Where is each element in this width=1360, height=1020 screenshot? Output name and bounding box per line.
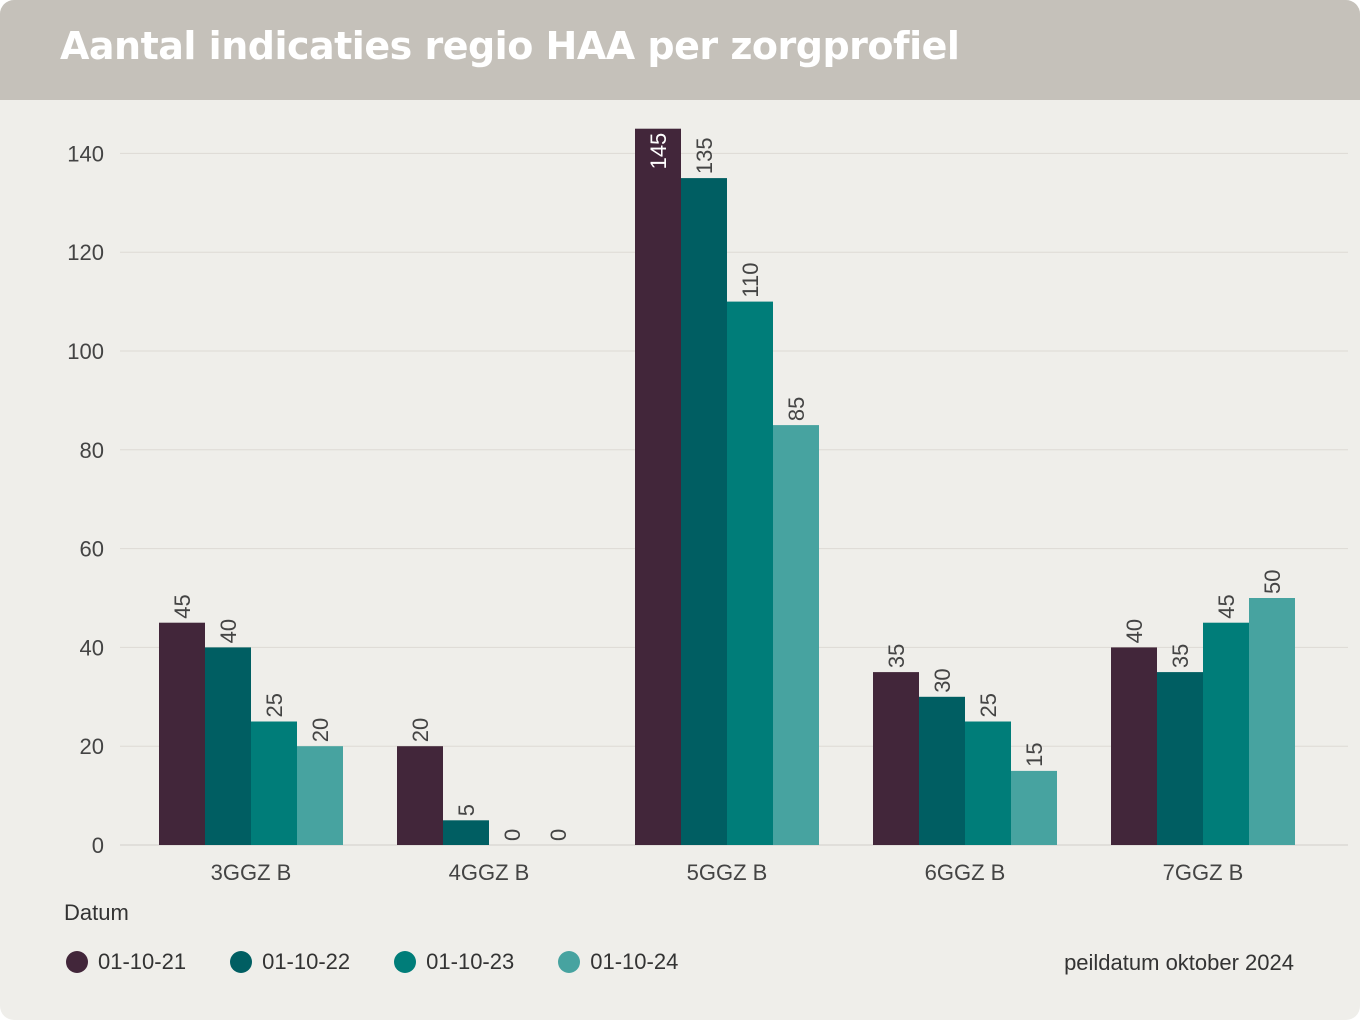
bar bbox=[1011, 770, 1057, 845]
bar bbox=[443, 820, 489, 845]
data-label: 20 bbox=[308, 718, 333, 742]
bar bbox=[919, 696, 965, 845]
y-tick-label: 80 bbox=[80, 438, 104, 463]
x-axis-ticks: 3GGZ B 4GGZ B 5GGZ B 6GGZ B 7GGZ B bbox=[211, 860, 1244, 885]
legend-label: 01-10-24 bbox=[590, 949, 679, 974]
data-label: 5 bbox=[454, 804, 479, 816]
y-tick-label: 0 bbox=[92, 833, 104, 858]
y-tick-label: 20 bbox=[80, 734, 104, 759]
x-tick-label: 7GGZ B bbox=[1163, 860, 1244, 885]
data-label: 85 bbox=[784, 397, 809, 421]
bar bbox=[635, 128, 681, 845]
bar bbox=[251, 721, 297, 845]
data-label: 35 bbox=[1168, 644, 1193, 668]
data-label: 0 bbox=[546, 829, 571, 841]
bar bbox=[1203, 622, 1249, 845]
y-tick-label: 100 bbox=[67, 339, 104, 364]
x-tick-label: 4GGZ B bbox=[449, 860, 530, 885]
bar bbox=[297, 746, 343, 845]
data-label: 25 bbox=[262, 693, 287, 717]
data-label: 20 bbox=[408, 718, 433, 742]
bar bbox=[1111, 647, 1157, 845]
x-tick-label: 6GGZ B bbox=[925, 860, 1006, 885]
bar bbox=[159, 622, 205, 845]
bar bbox=[773, 425, 819, 845]
legend-item: 01-10-24 bbox=[558, 949, 678, 975]
data-label: 110 bbox=[738, 263, 763, 298]
data-label: 50 bbox=[1260, 570, 1285, 594]
x-tick-label: 3GGZ B bbox=[211, 860, 292, 885]
bar bbox=[1157, 672, 1203, 845]
y-tick-label: 60 bbox=[80, 537, 104, 562]
bar bbox=[873, 672, 919, 845]
data-label: 135 bbox=[692, 137, 717, 174]
legend-swatch bbox=[230, 951, 253, 973]
legend-label: 01-10-21 bbox=[98, 949, 187, 974]
data-label: 30 bbox=[930, 668, 955, 692]
data-label: 45 bbox=[1214, 594, 1239, 618]
legend-swatch bbox=[66, 951, 88, 973]
header-bar: Aantal indicaties regio HAA per zorgprof… bbox=[0, 0, 1360, 100]
legend-label: 01-10-22 bbox=[262, 949, 351, 974]
bars bbox=[159, 128, 1295, 846]
data-label: 145 bbox=[646, 133, 671, 170]
bar bbox=[965, 721, 1011, 845]
legend-label: 01-10-23 bbox=[426, 949, 515, 974]
legend-item: 01-10-23 bbox=[394, 949, 514, 975]
legend-item: 01-10-21 bbox=[66, 949, 186, 975]
data-label: 0 bbox=[500, 829, 525, 841]
x-tick-label: 5GGZ B bbox=[687, 860, 768, 885]
y-axis-ticks: 0 20 40 60 80 100 120 140 bbox=[67, 141, 104, 858]
chart-title: Aantal indicaties regio HAA per zorgprof… bbox=[60, 24, 960, 68]
data-label: 40 bbox=[216, 619, 241, 643]
bar bbox=[727, 301, 773, 846]
bar bbox=[681, 178, 727, 846]
legend-title: Datum bbox=[64, 900, 129, 925]
legend-swatch bbox=[558, 951, 581, 973]
y-tick-label: 120 bbox=[67, 240, 104, 265]
data-label: 15 bbox=[1022, 742, 1047, 766]
bar bbox=[397, 746, 443, 845]
y-tick-label: 140 bbox=[67, 141, 104, 166]
reference-date-note: peildatum oktober 2024 bbox=[1064, 950, 1294, 975]
legend-item: 01-10-22 bbox=[230, 949, 350, 975]
legend: 01-10-21 01-10-22 01-10-23 01-10-24 bbox=[66, 948, 722, 976]
bar bbox=[205, 647, 251, 845]
bar bbox=[1249, 598, 1295, 845]
data-label: 25 bbox=[976, 693, 1001, 717]
y-tick-label: 40 bbox=[80, 635, 104, 660]
legend-swatch bbox=[394, 951, 417, 973]
data-label: 40 bbox=[1122, 619, 1147, 643]
data-label: 35 bbox=[884, 644, 909, 668]
data-label: 45 bbox=[170, 594, 195, 618]
